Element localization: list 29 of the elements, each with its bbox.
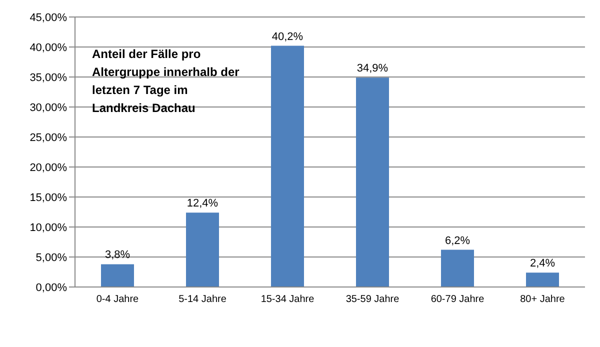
bar: [101, 264, 134, 287]
x-tick-label: 0-4 Jahre: [96, 294, 140, 306]
y-tick-label: 5,00%: [36, 252, 68, 264]
text: Anteil der Fälle pro Altergruppe innerhalb der letzten 7 Tage im Landkreis Dachau: [92, 46, 240, 117]
x-tick-label: 15-34 Jahre: [260, 294, 315, 306]
data-label: 40,2%: [272, 30, 304, 43]
y-tick-label: 10,00%: [30, 222, 68, 234]
bar: [441, 250, 474, 287]
x-tick-label: 5-14 Jahre: [178, 294, 227, 306]
y-tick-label: 25,00%: [30, 132, 68, 144]
x-tick-label: 60-79 Jahre: [430, 294, 485, 306]
y-tick-label: 45,00%: [30, 12, 68, 24]
bar: [356, 78, 389, 287]
bar: [271, 46, 304, 287]
x-tick-label: 35-59 Jahre: [346, 294, 400, 306]
data-label: 12,4%: [186, 198, 218, 210]
y-tick-label: 30,00%: [30, 102, 68, 114]
y-tick-label: 15,00%: [30, 192, 68, 204]
y-tick-label: 40,00%: [30, 42, 68, 54]
data-label: 6,2%: [444, 234, 470, 247]
y-tick-label: 0,00%: [36, 282, 68, 294]
data-label: 3,8%: [104, 249, 130, 262]
y-tick-label: 20,00%: [30, 162, 68, 174]
bar: [186, 212, 219, 287]
bar: [526, 272, 559, 287]
data-label: 2,4%: [530, 258, 556, 270]
data-label: 34,9%: [356, 62, 388, 75]
y-tick-label: 35,00%: [30, 72, 68, 84]
x-tick-label: 80+ Jahre: [520, 294, 566, 306]
